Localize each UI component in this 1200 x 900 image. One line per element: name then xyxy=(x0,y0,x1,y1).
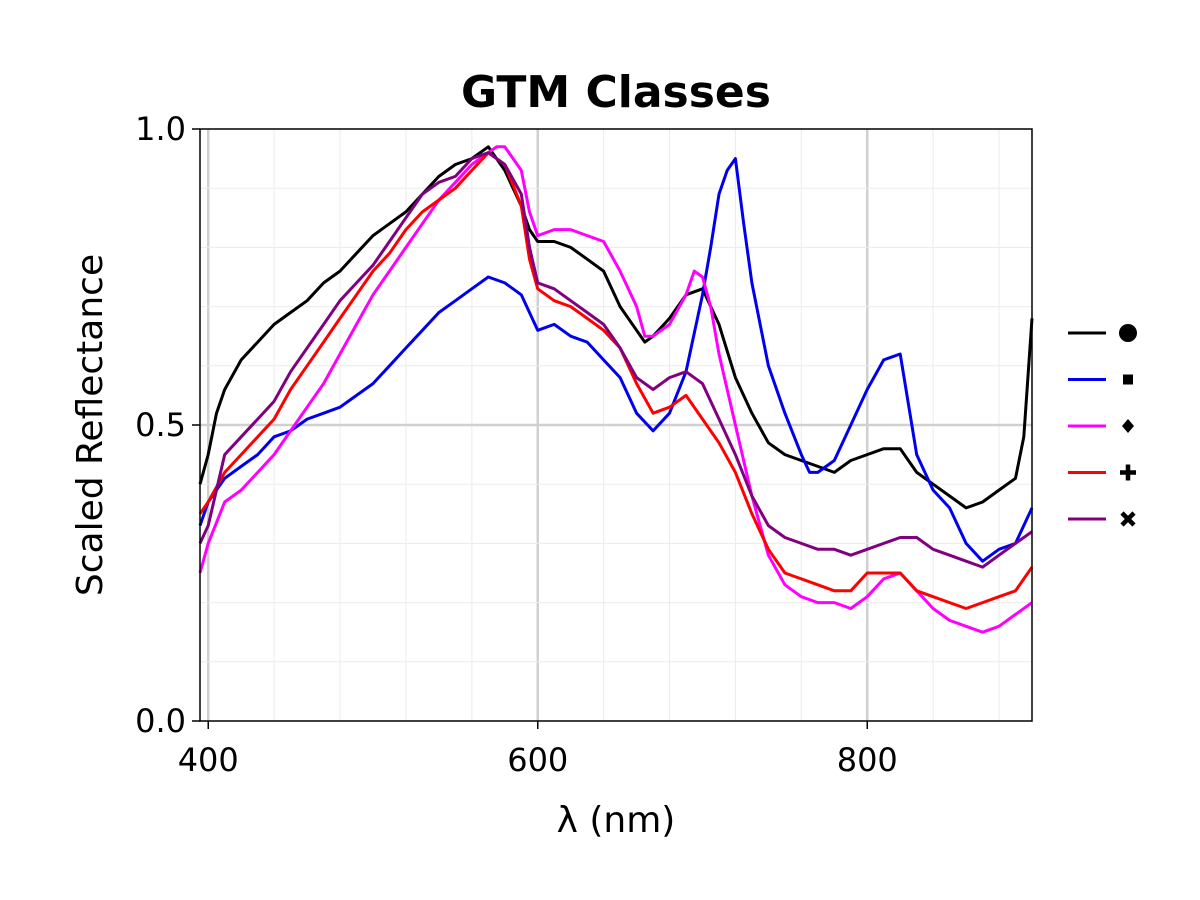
x-tick-label: 400 xyxy=(178,741,239,779)
y-tick-label: 0.0 xyxy=(135,702,186,740)
series-line-circle xyxy=(198,145,1034,510)
legend-marker-circle xyxy=(1119,324,1137,342)
series-line-square xyxy=(198,157,1034,563)
legend xyxy=(1068,324,1137,527)
legend-entry-square xyxy=(1068,374,1133,385)
series-layer xyxy=(198,145,1034,634)
y-tick-label: 0.5 xyxy=(135,406,186,444)
legend-marker-diamond xyxy=(1122,419,1134,433)
legend-entry-x xyxy=(1068,511,1136,527)
x-tick-label: 600 xyxy=(507,741,568,779)
y-axis-label: Scaled Reflectance xyxy=(70,254,111,596)
legend-marker-square xyxy=(1123,374,1133,385)
legend-entry-plus xyxy=(1068,464,1136,481)
axis-ticks: 400 600 800 0.0 0.5 1.0 xyxy=(135,110,898,779)
legend-marker-plus xyxy=(1120,464,1136,481)
series-line-plus xyxy=(198,151,1034,610)
legend-marker-x xyxy=(1120,511,1136,527)
chart-title: GTM Classes xyxy=(461,67,771,118)
x-axis-label: λ (nm) xyxy=(557,800,676,841)
grid-lines xyxy=(200,129,1032,721)
legend-entry-diamond xyxy=(1068,419,1134,433)
y-tick-label: 1.0 xyxy=(135,110,186,148)
legend-entry-circle xyxy=(1068,324,1137,342)
series-line-diamond xyxy=(198,145,1033,634)
series-line-x xyxy=(198,151,1033,569)
x-tick-label: 800 xyxy=(837,741,898,779)
